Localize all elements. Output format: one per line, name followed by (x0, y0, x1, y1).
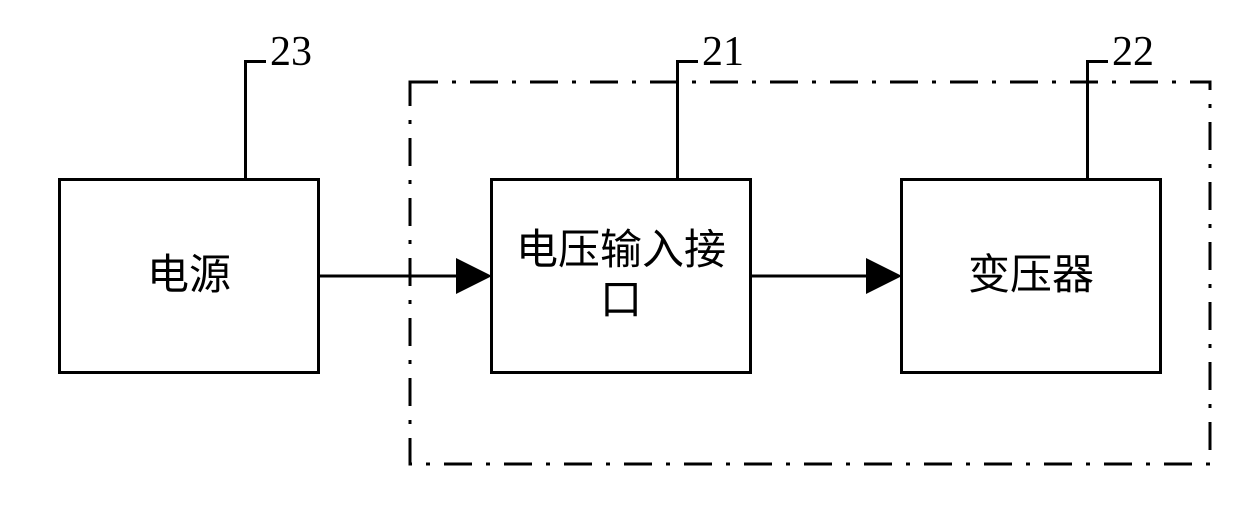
ref-input: 21 (702, 28, 744, 76)
block-input: 电压输入接口 (490, 178, 752, 374)
leader-input-top (676, 60, 698, 63)
block-transformer-label: 变压器 (968, 251, 1094, 301)
ref-transformer: 22 (1112, 28, 1154, 76)
block-input-label: 电压输入接口 (511, 226, 731, 327)
leader-input (676, 60, 679, 178)
block-power-label: 电源 (147, 251, 231, 301)
diagram-canvas: 电源 23 电压输入接口 21 变压器 22 (0, 0, 1240, 514)
ref-transformer-text: 22 (1112, 29, 1154, 75)
block-power: 电源 (58, 178, 320, 374)
ref-input-text: 21 (702, 29, 744, 75)
leader-power (244, 60, 247, 178)
block-transformer: 变压器 (900, 178, 1162, 374)
ref-power-text: 23 (270, 29, 312, 75)
leader-transformer-top (1086, 60, 1108, 63)
ref-power: 23 (270, 28, 312, 76)
leader-transformer (1086, 60, 1089, 178)
leader-power-top (244, 60, 266, 63)
